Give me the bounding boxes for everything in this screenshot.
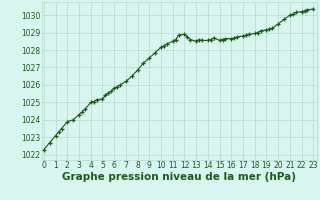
- X-axis label: Graphe pression niveau de la mer (hPa): Graphe pression niveau de la mer (hPa): [62, 172, 296, 182]
